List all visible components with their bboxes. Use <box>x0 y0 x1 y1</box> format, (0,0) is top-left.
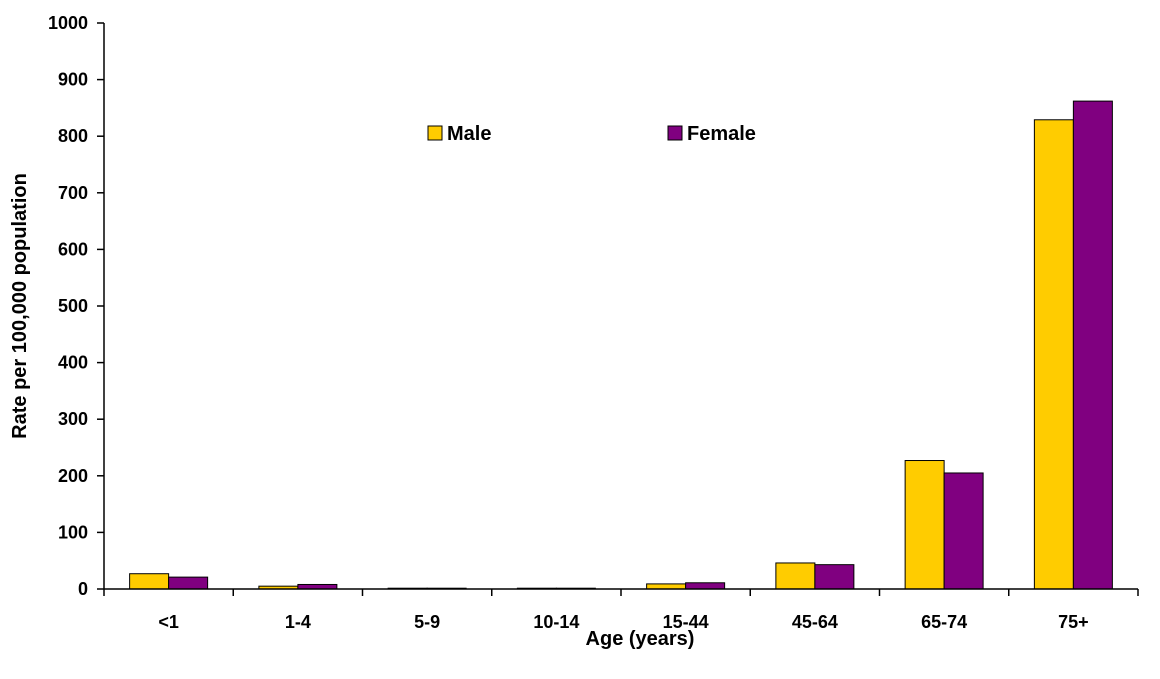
legend-label-male: Male <box>447 123 491 145</box>
y-tick-label: 500 <box>58 296 88 316</box>
y-tick-label: 700 <box>58 183 88 203</box>
x-tick-label: 75+ <box>1058 612 1089 632</box>
x-tick-label: <1 <box>158 612 179 632</box>
y-tick-label: 200 <box>58 466 88 486</box>
legend: Male Female <box>427 123 756 145</box>
y-tick-label: 0 <box>78 579 88 599</box>
legend-swatch-male <box>427 125 443 141</box>
x-tick-label: 65-74 <box>921 612 967 632</box>
bar-female-7 <box>1072 100 1113 590</box>
bar-female-6 <box>943 472 984 590</box>
y-tick-label: 900 <box>58 70 88 90</box>
bar-male-4 <box>646 583 687 590</box>
bar-series <box>129 100 1113 590</box>
bar-male-5 <box>775 562 816 590</box>
bar-female-5 <box>814 564 855 590</box>
bar-male-6 <box>904 460 945 590</box>
y-tick-label: 1000 <box>48 13 88 33</box>
y-tick-label: 400 <box>58 353 88 373</box>
x-axis-ticks: <1 1-4 5-9 10-14 15-44 45-64 65-74 75+ <box>103 589 1139 632</box>
x-tick-label: 15-44 <box>663 612 709 632</box>
y-axis-ticks: 0 100 200 300 400 500 600 700 800 900 1000 <box>48 13 104 599</box>
x-tick-label: 45-64 <box>792 612 838 632</box>
y-axis-title: Rate per 100,000 population <box>9 173 31 439</box>
y-tick-label: 300 <box>58 409 88 429</box>
x-axis-title: Age (years) <box>586 628 695 650</box>
y-tick-label: 600 <box>58 239 88 259</box>
bar-female-4 <box>685 582 726 590</box>
y-tick-label: 100 <box>58 522 88 542</box>
bar-male-0 <box>129 573 170 590</box>
legend-label-female: Female <box>687 123 756 145</box>
x-tick-label: 10-14 <box>533 612 579 632</box>
bar-male-7 <box>1033 119 1074 590</box>
bar-female-0 <box>168 576 209 590</box>
legend-swatch-female <box>667 125 683 141</box>
x-tick-label: 5-9 <box>414 612 440 632</box>
x-tick-label: 1-4 <box>285 612 311 632</box>
y-tick-label: 800 <box>58 126 88 146</box>
